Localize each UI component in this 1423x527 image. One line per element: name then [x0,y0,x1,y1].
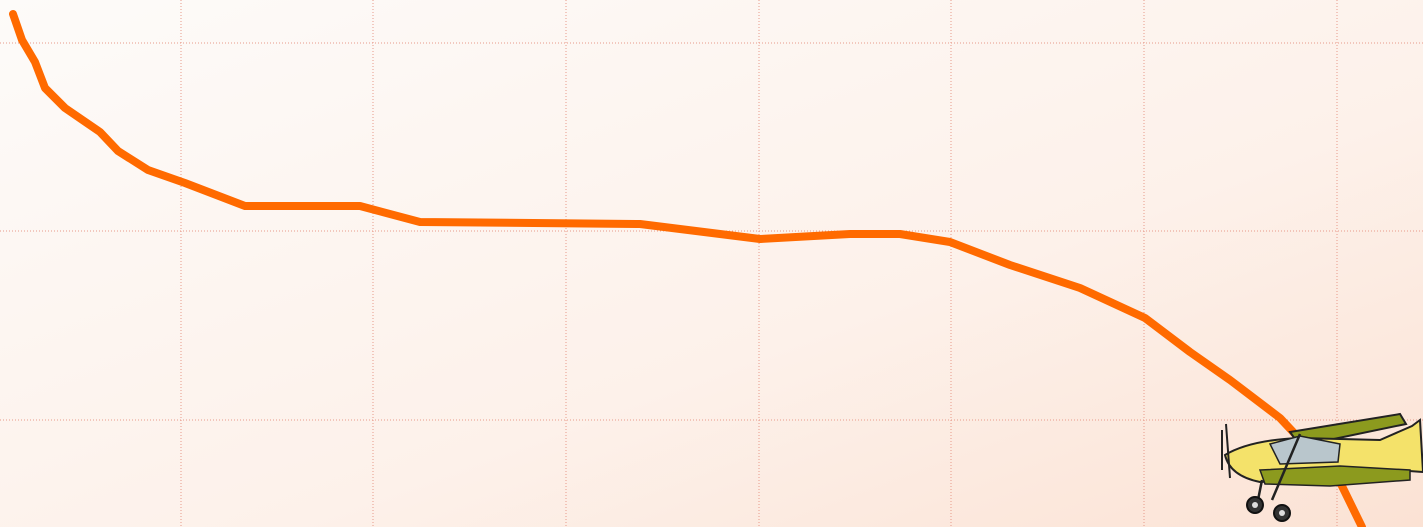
airplane [1221,412,1423,522]
flight-path [9,10,1366,527]
